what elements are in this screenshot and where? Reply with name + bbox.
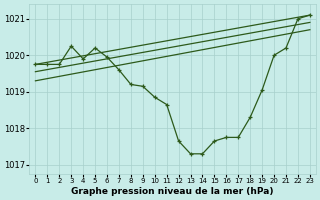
X-axis label: Graphe pression niveau de la mer (hPa): Graphe pression niveau de la mer (hPa) — [71, 187, 274, 196]
